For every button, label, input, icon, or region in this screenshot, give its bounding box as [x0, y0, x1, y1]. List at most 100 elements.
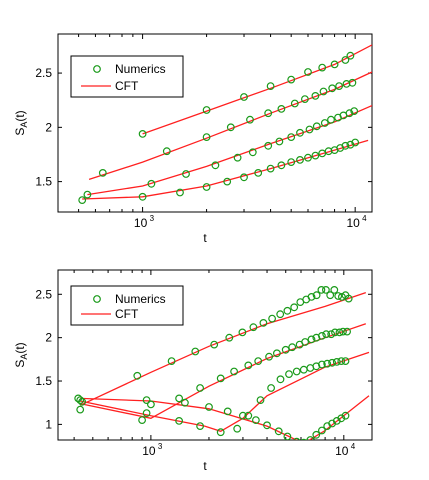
numerics-point [233, 424, 242, 433]
x-axis-label: t [203, 231, 207, 245]
numerics-point [191, 347, 200, 356]
numerics-point [312, 291, 321, 300]
numerics-point [319, 87, 328, 96]
y-axis-label: SA(t) [13, 342, 29, 367]
numerics-point [263, 421, 271, 430]
numerics-point [296, 128, 304, 137]
numerics-point [266, 82, 275, 90]
numerics-point [246, 115, 254, 124]
numerics-point [254, 168, 263, 177]
numerics-point [327, 330, 336, 339]
numerics-point [328, 84, 337, 93]
numerics-point [299, 365, 308, 374]
legend-box [70, 55, 184, 98]
legend-label-cft: CFT [115, 307, 139, 321]
numerics-point [147, 179, 156, 188]
numerics-point [223, 407, 232, 416]
numerics-point [287, 133, 296, 142]
cft-curve [142, 44, 372, 135]
legend-marker-numerics [93, 295, 101, 303]
numerics-point [251, 416, 260, 425]
numerics-point [343, 327, 352, 336]
numerics-point [277, 104, 286, 113]
numerics-point [146, 400, 155, 409]
numerics-point [312, 430, 321, 439]
numerics-point [301, 95, 309, 103]
numerics-point [142, 396, 151, 405]
y-axis-label: SA(t) [13, 110, 29, 135]
numerics-point [202, 106, 211, 114]
numerics-point [175, 417, 184, 425]
x-tick-exponent: 4 [351, 442, 356, 451]
numerics-point [276, 375, 285, 384]
numerics-point [304, 68, 312, 76]
numerics-point [322, 330, 331, 339]
data-layer [74, 286, 370, 440]
y-tick-label: 1.5 [35, 374, 52, 388]
numerics-point [162, 147, 171, 156]
numerics-point [202, 133, 211, 142]
numerics-point [226, 123, 235, 132]
numerics-point [306, 436, 315, 440]
numerics-point [287, 158, 296, 167]
numerics-point [182, 170, 190, 178]
numerics-point [318, 360, 326, 369]
numerics-point [274, 427, 283, 436]
x-tick-exponent: 3 [150, 214, 155, 223]
numerics-point [138, 129, 147, 138]
numerics-point [328, 358, 337, 367]
numerics-point [264, 141, 273, 150]
numerics-point [142, 409, 151, 418]
numerics-point [300, 438, 307, 440]
y-tick-label: 2 [45, 120, 52, 134]
numerics-point [238, 411, 247, 420]
legend-label-numerics: Numerics [115, 292, 166, 306]
cft-curve [80, 351, 370, 433]
numerics-point [292, 367, 301, 376]
numerics-point [180, 398, 189, 407]
numerics-point [290, 303, 299, 312]
numerics-point [327, 115, 335, 124]
numerics-point [176, 188, 184, 197]
numerics-point [240, 173, 248, 182]
numerics-point [346, 140, 355, 149]
numerics-point [332, 358, 341, 366]
numerics-point [76, 405, 85, 414]
numerics-point [240, 93, 248, 101]
numerics-point [312, 122, 321, 131]
numerics-point [138, 416, 147, 425]
data-layer [78, 44, 372, 205]
numerics-point [283, 432, 292, 440]
numerics-point [202, 183, 211, 191]
cft-curve [87, 105, 372, 196]
numerics-point [318, 332, 326, 340]
numerics-point [335, 328, 344, 337]
numerics-point [311, 91, 320, 100]
x-tick-label: 10 [335, 444, 349, 458]
numerics-point [266, 164, 275, 173]
numerics-point [307, 335, 316, 344]
numerics-point [78, 397, 86, 406]
numerics-point [225, 333, 234, 342]
numerics-point [287, 75, 296, 84]
numerics-point [311, 151, 320, 160]
numerics-point [259, 319, 268, 327]
numerics-point [290, 99, 299, 108]
numerics-point [337, 357, 346, 366]
numerics-point [138, 192, 147, 201]
numerics-point [268, 314, 277, 323]
numerics-point [320, 119, 329, 127]
x-tick-exponent: 4 [362, 214, 367, 223]
numerics-point [318, 63, 327, 72]
numerics-point [196, 384, 205, 392]
numerics-point [337, 414, 346, 423]
numerics-point [346, 51, 355, 60]
numerics-point [350, 107, 359, 115]
numerics-point [78, 196, 87, 205]
cft-curve [80, 323, 367, 419]
numerics-point [238, 328, 247, 337]
numerics-point [273, 349, 281, 358]
